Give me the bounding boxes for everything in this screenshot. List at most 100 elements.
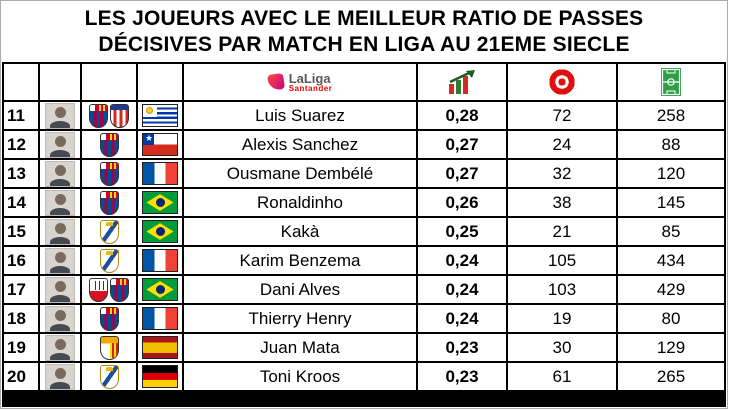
player-headshot xyxy=(45,334,75,361)
assists-header-cell xyxy=(508,64,616,100)
club-badges-cell xyxy=(82,276,136,303)
club-badge-atletico-madrid xyxy=(110,103,129,128)
flag-brazil xyxy=(142,220,178,243)
assist-ratio-value: 0,27 xyxy=(418,160,506,187)
player-headshot xyxy=(45,218,75,245)
club-badges-cell xyxy=(82,305,136,332)
assist-ratio-value: 0,25 xyxy=(418,218,506,245)
headshot-head xyxy=(54,106,66,118)
title-line-1: LES JOUEURS AVEC LE MEILLEUR RATIO DE PA… xyxy=(84,7,644,30)
club-badge-barcelona xyxy=(89,103,108,128)
assists-value: 32 xyxy=(508,160,616,187)
player-headshot xyxy=(45,305,75,332)
assist-ratio-value: 0,26 xyxy=(418,189,506,216)
flag-brazil xyxy=(142,191,178,214)
matches-value: 85 xyxy=(618,218,724,245)
club-badge-barcelona xyxy=(99,161,119,186)
club-badge-barcelona xyxy=(99,190,119,215)
table-row: 16 Karim Benzema 0,24 105 434 xyxy=(4,247,724,274)
headshot-head xyxy=(54,367,66,379)
headshot-head xyxy=(54,193,66,205)
matches-value: 129 xyxy=(618,334,724,361)
nationality-flag-cell xyxy=(138,102,182,129)
player-photo-cell xyxy=(40,160,80,187)
player-headshot xyxy=(45,276,75,303)
club-badge-real-madrid xyxy=(99,364,119,389)
matches-value: 258 xyxy=(618,102,724,129)
table-header-row: LaLiga Santander xyxy=(4,64,724,100)
player-photo-cell xyxy=(40,218,80,245)
player-photo-cell xyxy=(40,131,80,158)
club-badges-cell xyxy=(82,131,136,158)
player-headshot xyxy=(45,189,75,216)
player-photo-cell xyxy=(40,247,80,274)
player-photo-cell xyxy=(40,276,80,303)
club-badges-cell xyxy=(82,218,136,245)
headshot-torso xyxy=(50,236,70,244)
rank-cell: 13 xyxy=(4,160,38,187)
rank-number: 12 xyxy=(7,134,26,154)
player-photo-cell xyxy=(40,363,80,390)
santander-wordmark: Santander xyxy=(288,83,333,93)
player-name: Toni Kroos xyxy=(184,363,416,390)
club-badge-real-madrid xyxy=(99,248,119,273)
headshot-torso xyxy=(50,294,70,302)
headshot-torso xyxy=(50,207,70,215)
player-headshot xyxy=(45,102,75,129)
club-badges-cell xyxy=(82,334,136,361)
table-row: 15 Kakà 0,25 21 85 xyxy=(4,218,724,245)
header-photo-cell xyxy=(40,64,80,100)
rank-cell: 14 xyxy=(4,189,38,216)
assists-value: 105 xyxy=(508,247,616,274)
player-name: Kakà xyxy=(184,218,416,245)
player-name: Dani Alves xyxy=(184,276,416,303)
assist-ratio-value: 0,24 xyxy=(418,276,506,303)
rank-cell: 11 xyxy=(4,102,38,129)
flag-france xyxy=(142,249,178,272)
nationality-flag-cell xyxy=(138,218,182,245)
flag-france xyxy=(142,307,178,330)
flag-brazil xyxy=(142,278,178,301)
assist-ratio-value: 0,24 xyxy=(418,305,506,332)
nationality-flag-cell xyxy=(138,247,182,274)
flag-uruguay xyxy=(142,104,178,127)
headshot-torso xyxy=(50,265,70,273)
table-row: 14 Ronaldinho 0,26 38 145 xyxy=(4,189,724,216)
headshot-torso xyxy=(50,120,70,128)
rank-number: 19 xyxy=(7,337,26,357)
target-icon xyxy=(549,69,575,95)
laliga-logo: LaLiga Santander xyxy=(184,64,416,100)
player-name: Karim Benzema xyxy=(184,247,416,274)
matches-value: 145 xyxy=(618,189,724,216)
table-row: 20 Toni Kroos 0,23 61 265 xyxy=(4,363,724,390)
club-badges-cell xyxy=(82,189,136,216)
nationality-flag-cell xyxy=(138,276,182,303)
assists-value: 21 xyxy=(508,218,616,245)
rank-number: 14 xyxy=(7,192,26,212)
assists-value: 38 xyxy=(508,189,616,216)
nationality-flag-cell xyxy=(138,305,182,332)
headshot-torso xyxy=(50,323,70,331)
nationality-flag-cell xyxy=(138,363,182,390)
club-badges-cell xyxy=(82,102,136,129)
nationality-flag-cell xyxy=(138,334,182,361)
rank-number: 16 xyxy=(7,250,26,270)
assist-ratio-value: 0,28 xyxy=(418,102,506,129)
rank-number: 18 xyxy=(7,308,26,328)
player-headshot xyxy=(45,131,75,158)
ratio-header-cell xyxy=(418,64,506,100)
assists-value: 19 xyxy=(508,305,616,332)
rank-cell: 17 xyxy=(4,276,38,303)
headshot-head xyxy=(54,280,66,292)
headshot-torso xyxy=(50,178,70,186)
table-row: 19 Juan Mata 0,23 30 129 xyxy=(4,334,724,361)
player-headshot xyxy=(45,363,75,390)
assists-value: 30 xyxy=(508,334,616,361)
club-badges-cell xyxy=(82,160,136,187)
header-flag-cell xyxy=(138,64,182,100)
player-name: Ousmane Dembélé xyxy=(184,160,416,187)
club-badges-cell xyxy=(82,247,136,274)
headshot-head xyxy=(54,222,66,234)
laliga-logo-text: LaLiga Santander xyxy=(289,72,333,93)
headshot-torso xyxy=(50,352,70,360)
